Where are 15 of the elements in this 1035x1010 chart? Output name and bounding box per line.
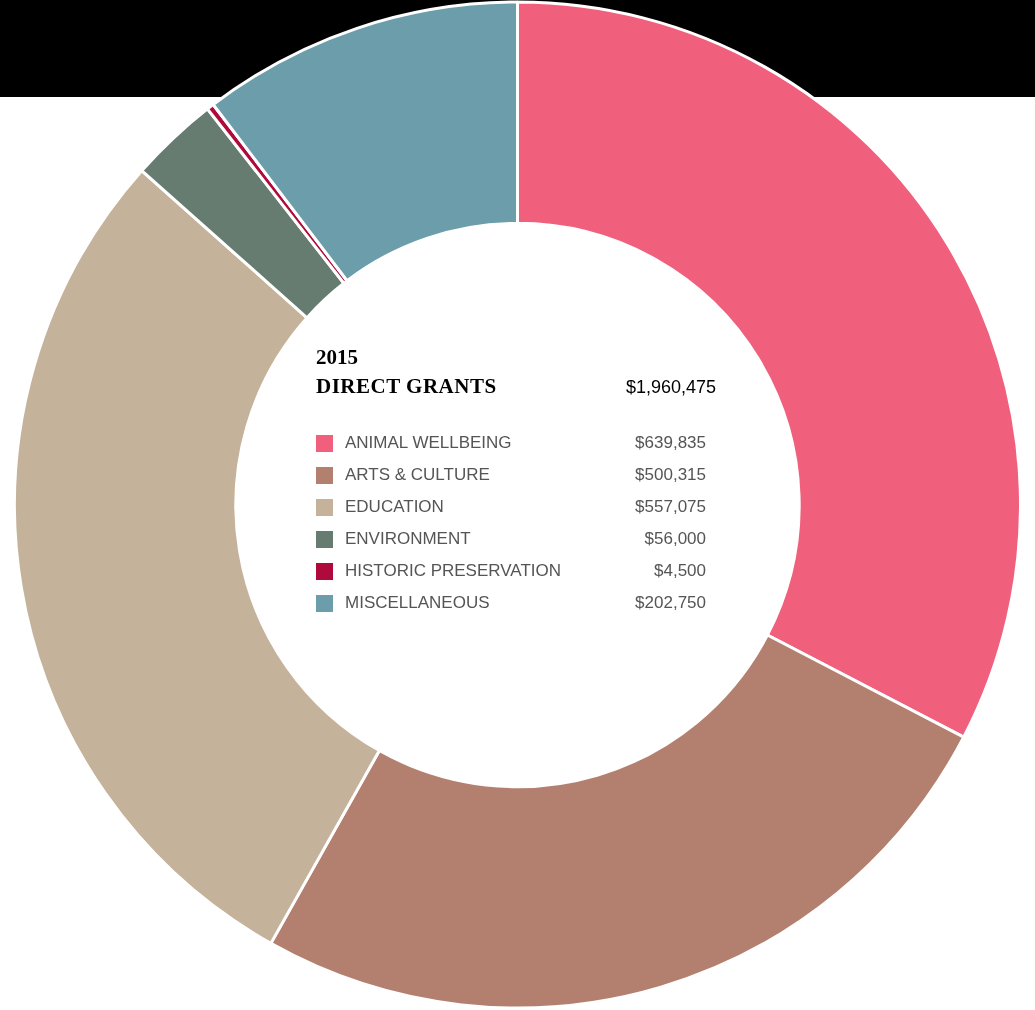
data-label: $557,075 (635, 497, 706, 517)
data-label: $202,750 (635, 593, 706, 613)
data-label: $500,315 (635, 465, 706, 485)
text: $1,960,475 (625, 377, 716, 398)
legend-label: MISCELLANEOUS (345, 593, 491, 613)
data-label: $4,500 (654, 561, 706, 581)
legend-label: ARTS & CULTURE (345, 465, 491, 485)
data-label: $56,000 (644, 529, 706, 549)
text: 2015 (316, 345, 359, 370)
legend-label: ENVIRONMENT (345, 529, 472, 549)
text: DIRECT GRANTS (316, 374, 497, 399)
legend-label: ANIMAL WELLBEING (345, 433, 513, 453)
data-label: $639,835 (635, 433, 706, 453)
legend-label: EDUCATION (345, 497, 445, 517)
legend-label: HISTORIC PRESERVATION (345, 561, 562, 581)
